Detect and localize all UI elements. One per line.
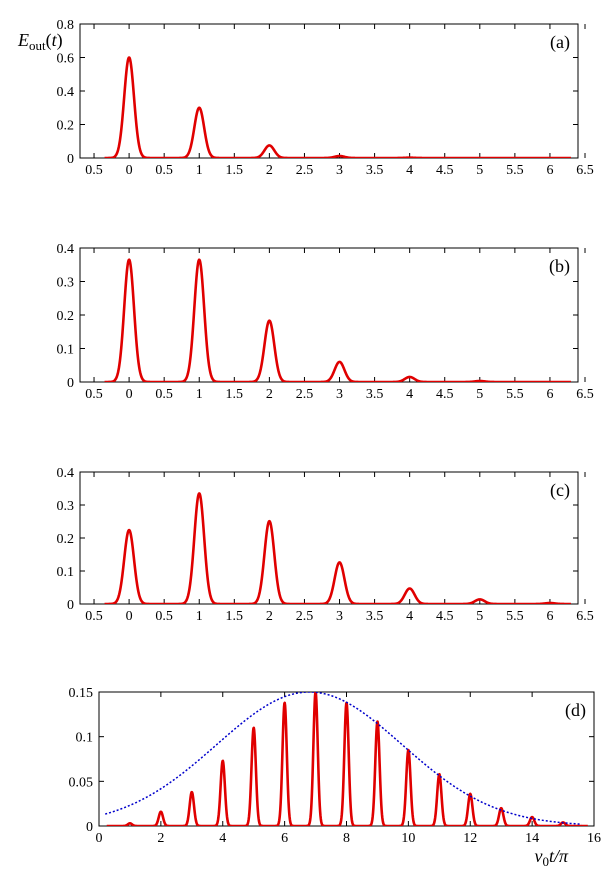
x-tick-label: 6.5	[576, 163, 594, 178]
y-tick-label: 0.1	[57, 343, 75, 358]
x-tick-label: 4	[219, 831, 226, 846]
y-tick-label: 0.6	[57, 52, 75, 67]
panel-label: (a)	[550, 32, 570, 53]
y-tick-label: 0.1	[76, 731, 94, 746]
x-tick-label: 4.5	[436, 609, 454, 624]
y-tick-label: 0.05	[69, 775, 94, 790]
x-tick-label: 6	[546, 387, 553, 402]
x-tick-label: 0.5	[155, 387, 173, 402]
y-tick-label: 0.8	[57, 18, 75, 33]
chart-panel-d: 0 2 4 6 8 10 12 14 16 0 0.05 0.1 0.15 (d) v0t/π	[69, 686, 602, 869]
x-tick-label: 0	[126, 387, 133, 402]
x-tick-label: 1.5	[226, 387, 244, 402]
y-tick-label: 0	[67, 598, 74, 613]
x-tick-label: 2	[266, 609, 273, 624]
series-line-pulses	[103, 258, 572, 382]
x-tick-label: 6	[281, 831, 288, 846]
y-axis-label: Eout(t)	[17, 30, 63, 53]
x-tick-label: 0	[96, 831, 103, 846]
y-tick-label: 0	[67, 376, 74, 391]
x-tick-label: 5.5	[506, 163, 524, 178]
x-tick-label: 14	[525, 831, 539, 846]
y-tick-label: 0.4	[57, 85, 75, 100]
x-tick-label: 0	[126, 163, 133, 178]
series-line-pulses	[103, 492, 572, 604]
x-tick-label: 6.5	[576, 387, 594, 402]
x-tick-label: 8	[343, 831, 350, 846]
x-tick-label: 2.5	[296, 163, 314, 178]
y-tick-label: 0.1	[57, 565, 75, 580]
x-tick-label: 12	[463, 831, 477, 846]
x-tick-label: 4	[406, 609, 413, 624]
y-tick-label: 0.2	[57, 119, 75, 134]
x-tick-label: 5.5	[506, 609, 524, 624]
x-tick-label: 16	[587, 831, 601, 846]
x-tick-label: 5	[476, 387, 483, 402]
x-tick-label: 1	[196, 387, 203, 402]
x-tick-label: 5	[476, 609, 483, 624]
x-tick-label: 3.5	[366, 609, 384, 624]
series-line-envelope	[104, 692, 582, 825]
panel-label: (c)	[550, 480, 570, 501]
x-tick-label: 2.5	[296, 609, 314, 624]
y-tick-label: 0.3	[57, 499, 75, 514]
x-tick-label: 4	[406, 387, 413, 402]
x-tick-label: 2	[266, 163, 273, 178]
x-tick-label: 0.5	[155, 163, 173, 178]
x-tick-label: 4	[406, 163, 413, 178]
x-tick-label: 4.5	[436, 163, 454, 178]
series-line-pulses	[105, 692, 589, 826]
x-tick-label: 0.5	[85, 387, 103, 402]
y-tick-label: 0.2	[57, 309, 75, 324]
x-tick-label: 10	[401, 831, 415, 846]
series-line-pulses	[103, 56, 572, 158]
plot-frame	[79, 247, 579, 383]
x-tick-label: 0.5	[85, 609, 103, 624]
panel-label: (b)	[549, 256, 570, 277]
x-tick-label: 0	[126, 609, 133, 624]
x-tick-label: 2.5	[296, 387, 314, 402]
x-tick-label: 4.5	[436, 387, 454, 402]
x-tick-label: 2	[266, 387, 273, 402]
x-tick-label: 5.5	[506, 387, 524, 402]
y-tick-label: 0.15	[69, 686, 94, 701]
x-tick-label: 0.5	[85, 163, 103, 178]
y-tick-label: 0	[86, 820, 93, 835]
plot-frame	[79, 471, 579, 605]
panel-label: (d)	[565, 700, 586, 721]
y-tick-label: 0.3	[57, 276, 75, 291]
chart-panel-c: 0.5 0 0.5 1 1.5 2 2.5 3 3.5 4 4.5 5 5.5 6 6.5 0 0.1 0.2 0.…	[57, 466, 594, 624]
chart-panel-a: 0.5 0 0.5 1 1.5 2 2.5 3 3.5 4 4.5 5 5.5 6 6.5 0 0.2 0.4 0.…	[17, 18, 594, 178]
x-tick-label: 3.5	[366, 163, 384, 178]
y-tick-label: 0.4	[57, 242, 75, 257]
plot-frame	[79, 23, 579, 159]
x-tick-label: 1	[196, 609, 203, 624]
x-tick-label: 3	[336, 609, 343, 624]
x-tick-label: 2	[157, 831, 164, 846]
x-tick-label: 1.5	[226, 609, 244, 624]
y-tick-label: 0.4	[57, 466, 75, 481]
y-tick-label: 0	[67, 152, 74, 167]
x-tick-label: 0.5	[155, 609, 173, 624]
x-axis-label: v0t/π	[534, 846, 569, 869]
x-tick-label: 3	[336, 387, 343, 402]
x-tick-label: 6.5	[576, 609, 594, 624]
x-tick-label: 6	[546, 609, 553, 624]
x-tick-label: 5	[476, 163, 483, 178]
x-tick-label: 6	[546, 163, 553, 178]
x-tick-label: 3.5	[366, 387, 384, 402]
x-tick-label: 1	[196, 163, 203, 178]
x-tick-label: 1.5	[226, 163, 244, 178]
chart-panel-b: 0.5 0 0.5 1 1.5 2 2.5 3 3.5 4 4.5 5 5.5 6 6.5 0 0.1 0.2 0.…	[57, 242, 594, 402]
y-tick-label: 0.2	[57, 532, 75, 547]
x-tick-label: 3	[336, 163, 343, 178]
